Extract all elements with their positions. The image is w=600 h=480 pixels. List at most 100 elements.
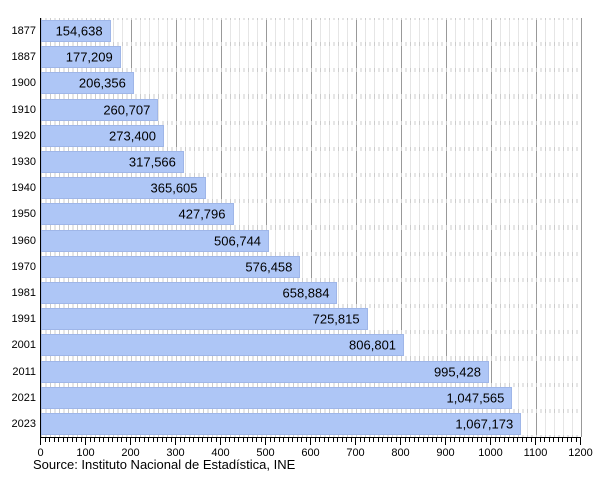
x-axis-minor-tick [143,438,145,442]
x-tick-label: 300 [166,447,185,459]
x-tick-label: 1100 [523,447,548,459]
row-separator-ticks [41,42,581,47]
x-axis-major-tick [220,438,221,445]
source-note: Source: Instituto Nacional de Estadístic… [33,457,296,472]
x-axis-minor-tick [521,438,523,442]
y-axis-label: 1900 [11,77,36,90]
x-axis-minor-tick [53,438,55,442]
x-axis-minor-tick [463,438,464,442]
y-axis-label: 1877 [11,25,36,38]
bar: 1,047,565 [41,386,513,409]
x-axis-minor-tick [544,438,545,442]
bar-value-label: 317,566 [128,154,176,170]
bar-value-label: 1,067,173 [455,416,514,432]
x-axis-minor-tick [526,438,527,442]
x-axis-major-tick [265,438,266,445]
bar: 725,815 [41,308,368,331]
x-axis-minor-tick [67,438,68,442]
x-axis-minor-tick [494,438,496,442]
x-axis-major-tick [400,438,401,445]
y-axis-label: 1930 [11,156,36,169]
x-axis-minor-tick [197,438,199,442]
x-axis-minor-tick [571,438,572,442]
y-axis-label: 2023 [11,417,36,430]
y-axis-label: 2021 [11,391,36,404]
y-axis-label: 1887 [11,51,36,64]
x-axis-minor-tick [328,438,329,442]
x-axis-minor-tick [517,438,518,442]
x-axis-minor-tick [364,438,365,442]
x-axis-minor-tick [134,438,136,442]
x-axis-minor-tick [179,438,181,442]
x-axis-minor-tick [292,438,293,442]
x-axis-minor-tick [256,438,257,442]
x-axis-minor-tick [485,438,487,442]
x-axis-minor-tick [139,438,140,442]
x-axis-minor-tick [301,438,302,442]
bar: 995,428 [41,360,489,383]
x-axis-minor-tick [512,438,514,442]
x-axis-minor-tick [413,438,415,442]
x-axis-minor-tick [458,438,460,442]
x-axis-minor-tick [121,438,122,442]
x-axis-minor-tick [161,438,163,442]
bar-value-label: 273,400 [109,128,157,144]
x-axis-minor-tick [575,438,577,442]
x-axis-minor-tick [242,438,244,442]
bar: 154,638 [41,20,111,43]
x-axis-major-tick [355,438,356,445]
x-axis-major-tick [40,438,41,445]
x-axis-major-tick [535,438,536,445]
x-axis-minor-tick [499,438,500,442]
x-axis-minor-tick [332,438,334,442]
x-tick-label: 1000 [478,447,503,459]
bar: 1,067,173 [41,412,522,435]
row-separator-ticks [41,434,581,437]
bar: 576,458 [41,255,301,278]
bar-value-label: 260,707 [103,102,151,118]
x-axis-minor-tick [373,438,374,442]
bar-value-label: 427,796 [178,206,226,222]
x-axis-minor-tick [62,438,64,442]
bar-value-label: 1,047,565 [446,390,505,406]
x-axis-minor-tick [305,438,307,442]
x-axis-minor-tick [467,438,469,442]
x-axis-minor-tick [481,438,482,442]
x-tick-label: 600 [301,447,320,459]
x-tick-label: 0 [37,447,44,459]
x-axis-minor-tick [341,438,343,442]
row-separator-ticks [41,18,581,21]
y-axis-label: 2001 [11,339,36,352]
x-axis-minor-tick [377,438,379,442]
x-tick-label: 1200 [568,447,593,459]
bar-value-label: 365,605 [150,180,198,196]
x-axis-major-tick [175,438,176,445]
bar: 317,566 [41,151,184,174]
x-axis-minor-tick [166,438,167,442]
x-axis-minor-tick [152,438,154,442]
x-axis-minor-tick [233,438,235,442]
x-axis-minor-tick [454,438,455,442]
x-tick-label: 200 [121,447,140,459]
bar: 177,209 [41,46,121,69]
row-separator-ticks [41,120,581,125]
x-axis [40,437,581,446]
row-separator-ticks [41,199,581,204]
bar-value-label: 154,638 [55,23,103,39]
bar: 427,796 [41,203,234,226]
x-axis-major-tick [85,438,86,445]
x-axis-minor-tick [125,438,127,442]
x-axis-minor-tick [44,438,46,442]
y-axis-label: 1940 [11,182,36,195]
x-axis-minor-tick [283,438,284,442]
y-axis-label: 2011 [12,365,36,378]
x-axis-minor-tick [476,438,478,442]
x-axis-minor-tick [382,438,383,442]
x-axis-minor-tick [323,438,325,442]
bar-value-label: 576,458 [245,259,293,275]
x-axis-minor-tick [116,438,118,442]
row-separator-ticks [41,146,581,152]
row-separator-ticks [41,330,581,335]
x-axis-minor-tick [359,438,361,442]
